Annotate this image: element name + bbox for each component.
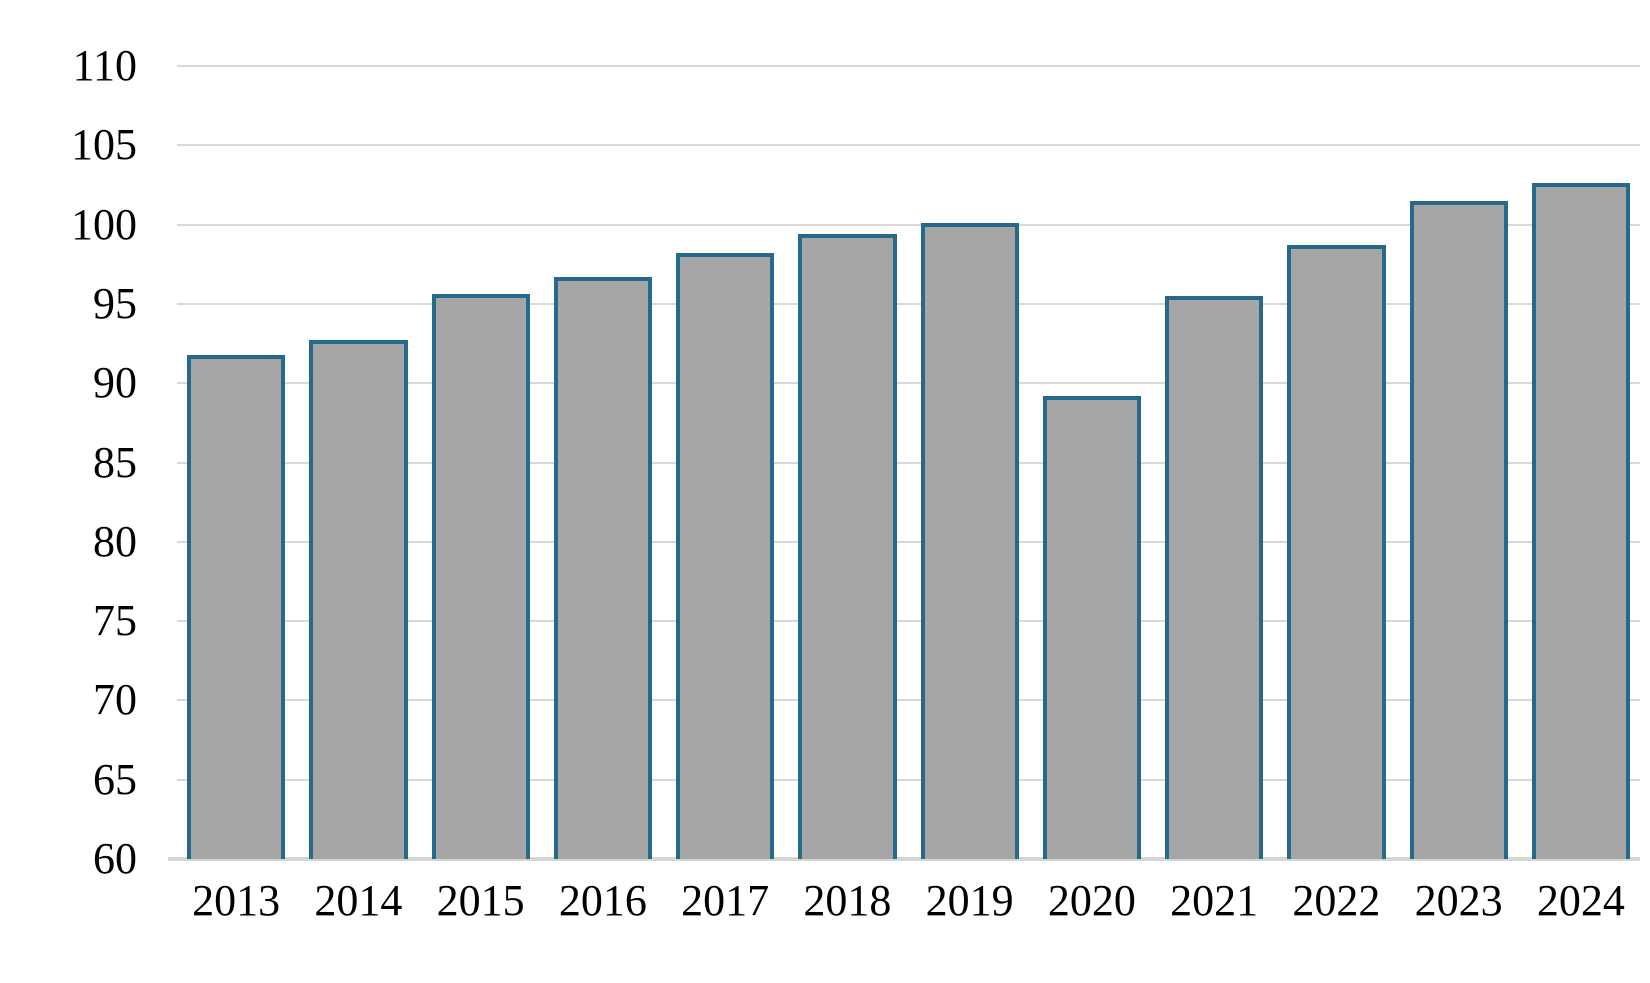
bar-2013 <box>187 355 286 859</box>
y-gridline <box>177 65 1640 67</box>
x-axis-line <box>168 857 1640 861</box>
y-gridline <box>177 699 1640 702</box>
y-gridline <box>177 302 1640 305</box>
bar-2022 <box>1287 245 1386 859</box>
bar-2019 <box>920 223 1019 859</box>
y-tick-label: 85 <box>93 437 137 487</box>
bar-2015 <box>431 294 530 859</box>
bar-2017 <box>676 253 775 859</box>
bar-2023 <box>1409 201 1508 859</box>
x-tick-label: 2016 <box>558 876 647 925</box>
x-axis-labels: 2013 2014 2015 2016 2017 2018 2019 2020 2021 2022… <box>177 876 1640 927</box>
x-tick-label: 2017 <box>681 876 770 925</box>
x-tick-label: 2024 <box>1536 876 1625 925</box>
y-gridline <box>177 144 1640 147</box>
bar-2014 <box>309 340 408 859</box>
y-tick-label: 105 <box>71 120 137 170</box>
y-tick-label: 110 <box>72 41 137 90</box>
bar-2018 <box>798 234 897 859</box>
y-gridline <box>177 223 1640 226</box>
bars-row <box>177 183 1640 859</box>
x-tick-label: 2022 <box>1292 876 1381 925</box>
x-tick-label: 2021 <box>1170 876 1259 925</box>
bar-2024 <box>1531 183 1630 859</box>
y-gridline <box>177 540 1640 543</box>
x-tick-label: 2018 <box>803 876 892 925</box>
x-tick-label: 2023 <box>1414 876 1503 925</box>
y-tick-label: 65 <box>93 754 137 804</box>
y-gridline <box>177 778 1640 781</box>
x-tick-label: 2019 <box>925 876 1014 925</box>
x-tick-label: 2014 <box>314 876 403 925</box>
y-tick-label: 75 <box>93 596 137 646</box>
y-tick-label: 70 <box>93 675 137 725</box>
y-tick-label: 60 <box>93 834 137 883</box>
y-tick-label: 80 <box>93 516 137 566</box>
y-tick-label: 95 <box>93 278 137 328</box>
y-gridline <box>177 461 1640 464</box>
y-tick-label: 90 <box>93 358 137 408</box>
y-gridline <box>177 382 1640 385</box>
bar-2021 <box>1165 296 1264 859</box>
x-tick-label: 2015 <box>436 876 525 925</box>
y-gridline <box>177 620 1640 623</box>
bar-2016 <box>553 277 652 859</box>
y-tick-label: 100 <box>71 199 137 249</box>
x-tick-label: 2020 <box>1047 876 1136 925</box>
bar-2020 <box>1042 396 1141 859</box>
x-tick-label: 2013 <box>192 876 281 925</box>
bar-chart-figure: 60 65 70 75 80 85 90 95 100 105 110 2013 2014 2015 20… <box>40 16 1650 967</box>
